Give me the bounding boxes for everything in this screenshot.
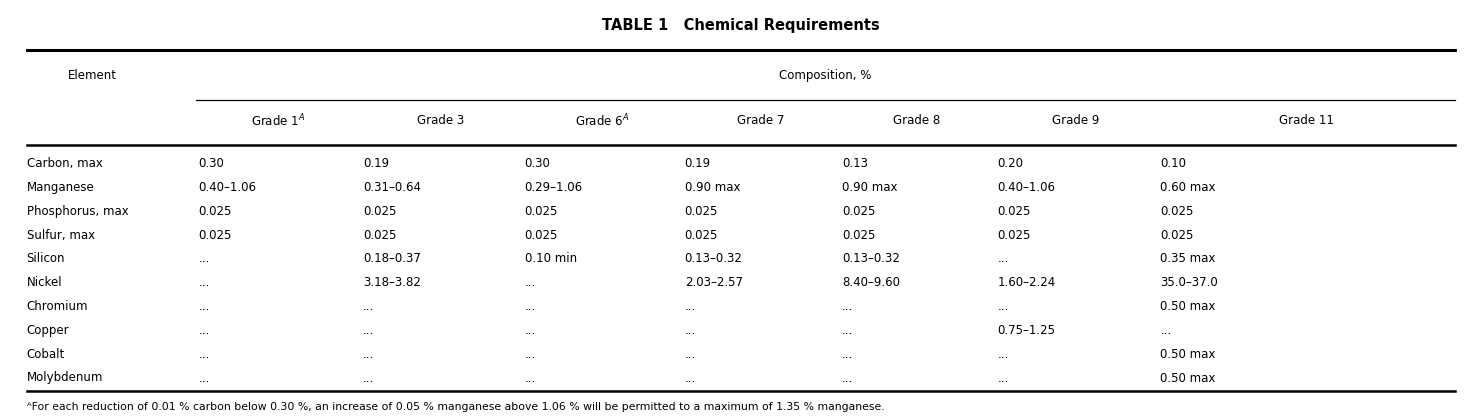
- Text: 35.0–37.0: 35.0–37.0: [1160, 276, 1218, 289]
- Text: Molybdenum: Molybdenum: [27, 372, 104, 384]
- Text: ...: ...: [685, 372, 697, 384]
- Text: ...: ...: [842, 372, 854, 384]
- Text: ...: ...: [525, 276, 536, 289]
- Text: 0.60 max: 0.60 max: [1160, 181, 1215, 194]
- Text: 0.025: 0.025: [685, 229, 719, 241]
- Text: Copper: Copper: [27, 324, 70, 337]
- Text: Composition, %: Composition, %: [780, 69, 871, 82]
- Text: 0.025: 0.025: [525, 229, 559, 241]
- Text: ...: ...: [199, 324, 210, 337]
- Text: 3.18–3.82: 3.18–3.82: [363, 276, 421, 289]
- Text: 0.20: 0.20: [997, 158, 1024, 170]
- Text: 0.75–1.25: 0.75–1.25: [997, 324, 1055, 337]
- Text: ...: ...: [685, 324, 697, 337]
- Text: 0.90 max: 0.90 max: [842, 181, 897, 194]
- Text: ...: ...: [199, 348, 210, 361]
- Text: ...: ...: [525, 372, 536, 384]
- Text: 0.025: 0.025: [1160, 205, 1194, 218]
- Text: 0.13: 0.13: [842, 158, 868, 170]
- Text: ...: ...: [363, 348, 375, 361]
- Text: 1.60–2.24: 1.60–2.24: [997, 276, 1055, 289]
- Text: Chromium: Chromium: [27, 300, 87, 313]
- Text: Cobalt: Cobalt: [27, 348, 65, 361]
- Text: ...: ...: [199, 252, 210, 265]
- Text: 0.30: 0.30: [199, 158, 224, 170]
- Text: Grade 9: Grade 9: [1052, 115, 1100, 127]
- Text: Manganese: Manganese: [27, 181, 95, 194]
- Text: 0.025: 0.025: [1160, 229, 1194, 241]
- Text: 0.025: 0.025: [842, 205, 876, 218]
- Text: 2.03–2.57: 2.03–2.57: [685, 276, 742, 289]
- Text: 0.10: 0.10: [1160, 158, 1187, 170]
- Text: ...: ...: [199, 300, 210, 313]
- Text: 0.40–1.06: 0.40–1.06: [199, 181, 256, 194]
- Text: Sulfur, max: Sulfur, max: [27, 229, 95, 241]
- Text: Nickel: Nickel: [27, 276, 62, 289]
- Text: Grade 1$^A$: Grade 1$^A$: [250, 113, 305, 129]
- Text: 0.025: 0.025: [199, 205, 233, 218]
- Text: Carbon, max: Carbon, max: [27, 158, 102, 170]
- Text: Element: Element: [68, 69, 117, 82]
- Text: ...: ...: [525, 324, 536, 337]
- Text: 0.025: 0.025: [199, 229, 233, 241]
- Text: ...: ...: [842, 324, 854, 337]
- Text: 0.025: 0.025: [363, 205, 397, 218]
- Text: 0.18–0.37: 0.18–0.37: [363, 252, 421, 265]
- Text: 0.31–0.64: 0.31–0.64: [363, 181, 421, 194]
- Text: 0.35 max: 0.35 max: [1160, 252, 1215, 265]
- Text: 0.29–1.06: 0.29–1.06: [525, 181, 582, 194]
- Text: ...: ...: [997, 252, 1009, 265]
- Text: 0.13–0.32: 0.13–0.32: [842, 252, 900, 265]
- Text: ...: ...: [199, 372, 210, 384]
- Text: Grade 6$^A$: Grade 6$^A$: [575, 113, 628, 129]
- Text: ...: ...: [363, 300, 375, 313]
- Text: 0.50 max: 0.50 max: [1160, 372, 1215, 384]
- Text: ...: ...: [199, 276, 210, 289]
- Text: ...: ...: [1160, 324, 1172, 337]
- Text: ...: ...: [997, 300, 1009, 313]
- Text: TABLE 1   Chemical Requirements: TABLE 1 Chemical Requirements: [602, 18, 880, 33]
- Text: 0.025: 0.025: [842, 229, 876, 241]
- Text: Grade 3: Grade 3: [418, 115, 464, 127]
- Text: ...: ...: [525, 348, 536, 361]
- Text: Silicon: Silicon: [27, 252, 65, 265]
- Text: ...: ...: [685, 300, 697, 313]
- Text: 0.13–0.32: 0.13–0.32: [685, 252, 742, 265]
- Text: 0.19: 0.19: [363, 158, 390, 170]
- Text: 0.025: 0.025: [525, 205, 559, 218]
- Text: 0.025: 0.025: [997, 205, 1031, 218]
- Text: ...: ...: [842, 300, 854, 313]
- Text: ᴬFor each reduction of 0.01 % carbon below 0.30 %, an increase of 0.05 % mangane: ᴬFor each reduction of 0.01 % carbon bel…: [27, 402, 885, 412]
- Text: 0.10 min: 0.10 min: [525, 252, 576, 265]
- Text: 0.025: 0.025: [363, 229, 397, 241]
- Text: 0.50 max: 0.50 max: [1160, 300, 1215, 313]
- Text: Grade 11: Grade 11: [1279, 115, 1334, 127]
- Text: ...: ...: [842, 348, 854, 361]
- Text: 0.30: 0.30: [525, 158, 550, 170]
- Text: ...: ...: [997, 372, 1009, 384]
- Text: 0.40–1.06: 0.40–1.06: [997, 181, 1055, 194]
- Text: 0.025: 0.025: [685, 205, 719, 218]
- Text: ...: ...: [363, 372, 375, 384]
- Text: 0.025: 0.025: [997, 229, 1031, 241]
- Text: Grade 8: Grade 8: [894, 115, 940, 127]
- Text: Grade 7: Grade 7: [737, 115, 784, 127]
- Text: Phosphorus, max: Phosphorus, max: [27, 205, 129, 218]
- Text: ...: ...: [685, 348, 697, 361]
- Text: ...: ...: [363, 324, 375, 337]
- Text: ...: ...: [525, 300, 536, 313]
- Text: ...: ...: [997, 348, 1009, 361]
- Text: 8.40–9.60: 8.40–9.60: [842, 276, 900, 289]
- Text: 0.19: 0.19: [685, 158, 711, 170]
- Text: 0.90 max: 0.90 max: [685, 181, 740, 194]
- Text: 0.50 max: 0.50 max: [1160, 348, 1215, 361]
